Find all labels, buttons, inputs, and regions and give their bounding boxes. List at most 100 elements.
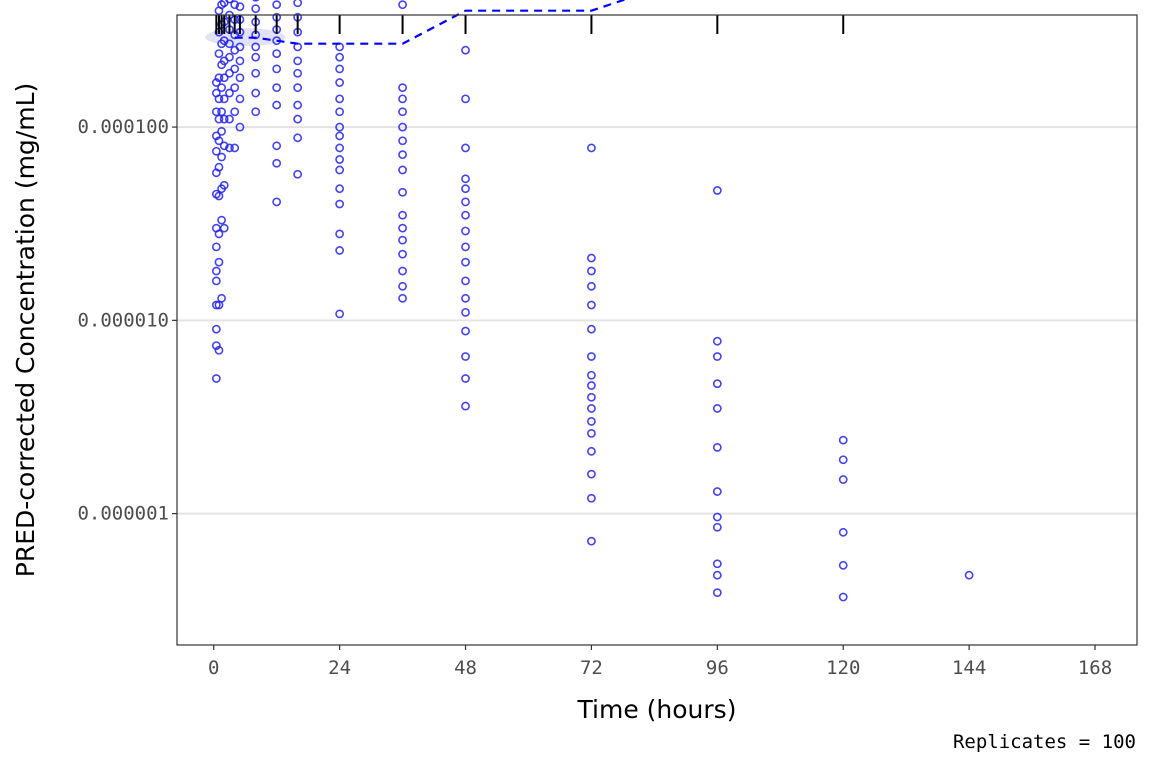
observation-point [217, 152, 226, 162]
observation-point [587, 266, 596, 276]
observation-point [587, 446, 596, 456]
observation-point [398, 223, 407, 233]
observation-point [211, 341, 221, 351]
observation-point [335, 165, 345, 175]
observation-point [398, 281, 407, 291]
observation-point [272, 197, 282, 207]
observation-point [214, 49, 224, 59]
observation-point [272, 49, 282, 59]
observation-point [225, 39, 234, 49]
observation-point [214, 229, 224, 239]
observation-point [211, 276, 221, 286]
observation-point [217, 215, 226, 225]
observation-point [461, 257, 470, 267]
x-axis: 0 24 48 72 96 120 144 168 [208, 645, 1112, 679]
observation-point [235, 73, 245, 83]
observation-point [335, 131, 345, 141]
observation-point [272, 64, 282, 74]
observation-point [211, 324, 221, 334]
observation-point [211, 374, 221, 383]
x-tick-label: 24 [328, 657, 351, 679]
observation-point [461, 174, 470, 184]
observation-point [712, 570, 722, 580]
observation-point [838, 435, 848, 445]
observation-point [398, 136, 407, 146]
observation-point [211, 131, 221, 141]
observation-point [219, 180, 229, 190]
observation-point [461, 94, 470, 104]
observation-point [335, 199, 345, 209]
observation-point [335, 229, 345, 239]
observation-point [838, 455, 848, 465]
observation-point [838, 560, 848, 570]
observation-point [219, 94, 229, 104]
observation-point [335, 52, 345, 62]
observation-point [335, 107, 345, 117]
observation-point [398, 150, 407, 160]
observation-point [211, 146, 221, 156]
observation-point [398, 0, 407, 10]
observation-point [587, 143, 596, 153]
observation-point [587, 536, 596, 546]
observation-point [398, 107, 407, 117]
observation-point [272, 0, 282, 10]
observation-point [251, 88, 261, 98]
observation-point [217, 293, 226, 303]
observation-point [214, 345, 224, 355]
observation-point [230, 143, 240, 153]
observation-point [251, 107, 261, 117]
observation-point [398, 122, 407, 132]
observation-point [461, 293, 470, 303]
observation-point [587, 253, 596, 263]
observation-point [214, 257, 224, 267]
observation-point [219, 73, 229, 83]
observation-point [252, 0, 260, 2]
observation-point [461, 143, 470, 153]
observation-point [230, 0, 240, 10]
observation-point [398, 293, 407, 303]
observation-point [587, 281, 596, 291]
observation-point [335, 64, 345, 74]
observation-point [587, 404, 596, 413]
observation-point [398, 187, 407, 197]
observation-point [230, 64, 240, 74]
x-tick-label: 72 [580, 657, 603, 679]
observation-point [293, 114, 303, 124]
y-tick-label: 0.000010 [77, 309, 169, 331]
observation-point [293, 68, 303, 78]
observation-point [587, 300, 596, 310]
observation-point [461, 210, 470, 220]
interval-lines-layer [234, 0, 627, 45]
observation-point [211, 107, 221, 117]
observation-point [214, 136, 224, 146]
observation-point [398, 94, 407, 104]
observation-point [219, 114, 229, 124]
observation-point [712, 379, 722, 389]
bin-ticks [215, 15, 845, 34]
observation-point [335, 78, 345, 87]
observation-point [225, 143, 234, 153]
y-tick-label: 0.000001 [77, 503, 169, 525]
x-tick-label: 168 [1078, 657, 1112, 679]
observation-point [587, 428, 596, 438]
observation-point [211, 78, 221, 87]
observation-point [214, 73, 224, 83]
observation-point [587, 370, 596, 380]
observation-point [335, 122, 345, 132]
observation-point [211, 300, 221, 310]
observation-point [587, 493, 596, 503]
observation-point [712, 522, 722, 532]
observation-point [712, 559, 722, 569]
observation-point [461, 326, 470, 336]
observation-point [251, 4, 261, 14]
observation-point [461, 374, 470, 383]
observation-point [293, 83, 303, 93]
gridlines [177, 126, 1137, 515]
x-axis-title: Time (hours) [577, 695, 737, 724]
observation-point [461, 401, 470, 411]
caption-replicates: Replicates = 100 [953, 731, 1136, 753]
observation-point [211, 266, 221, 276]
observation-point [219, 141, 229, 151]
